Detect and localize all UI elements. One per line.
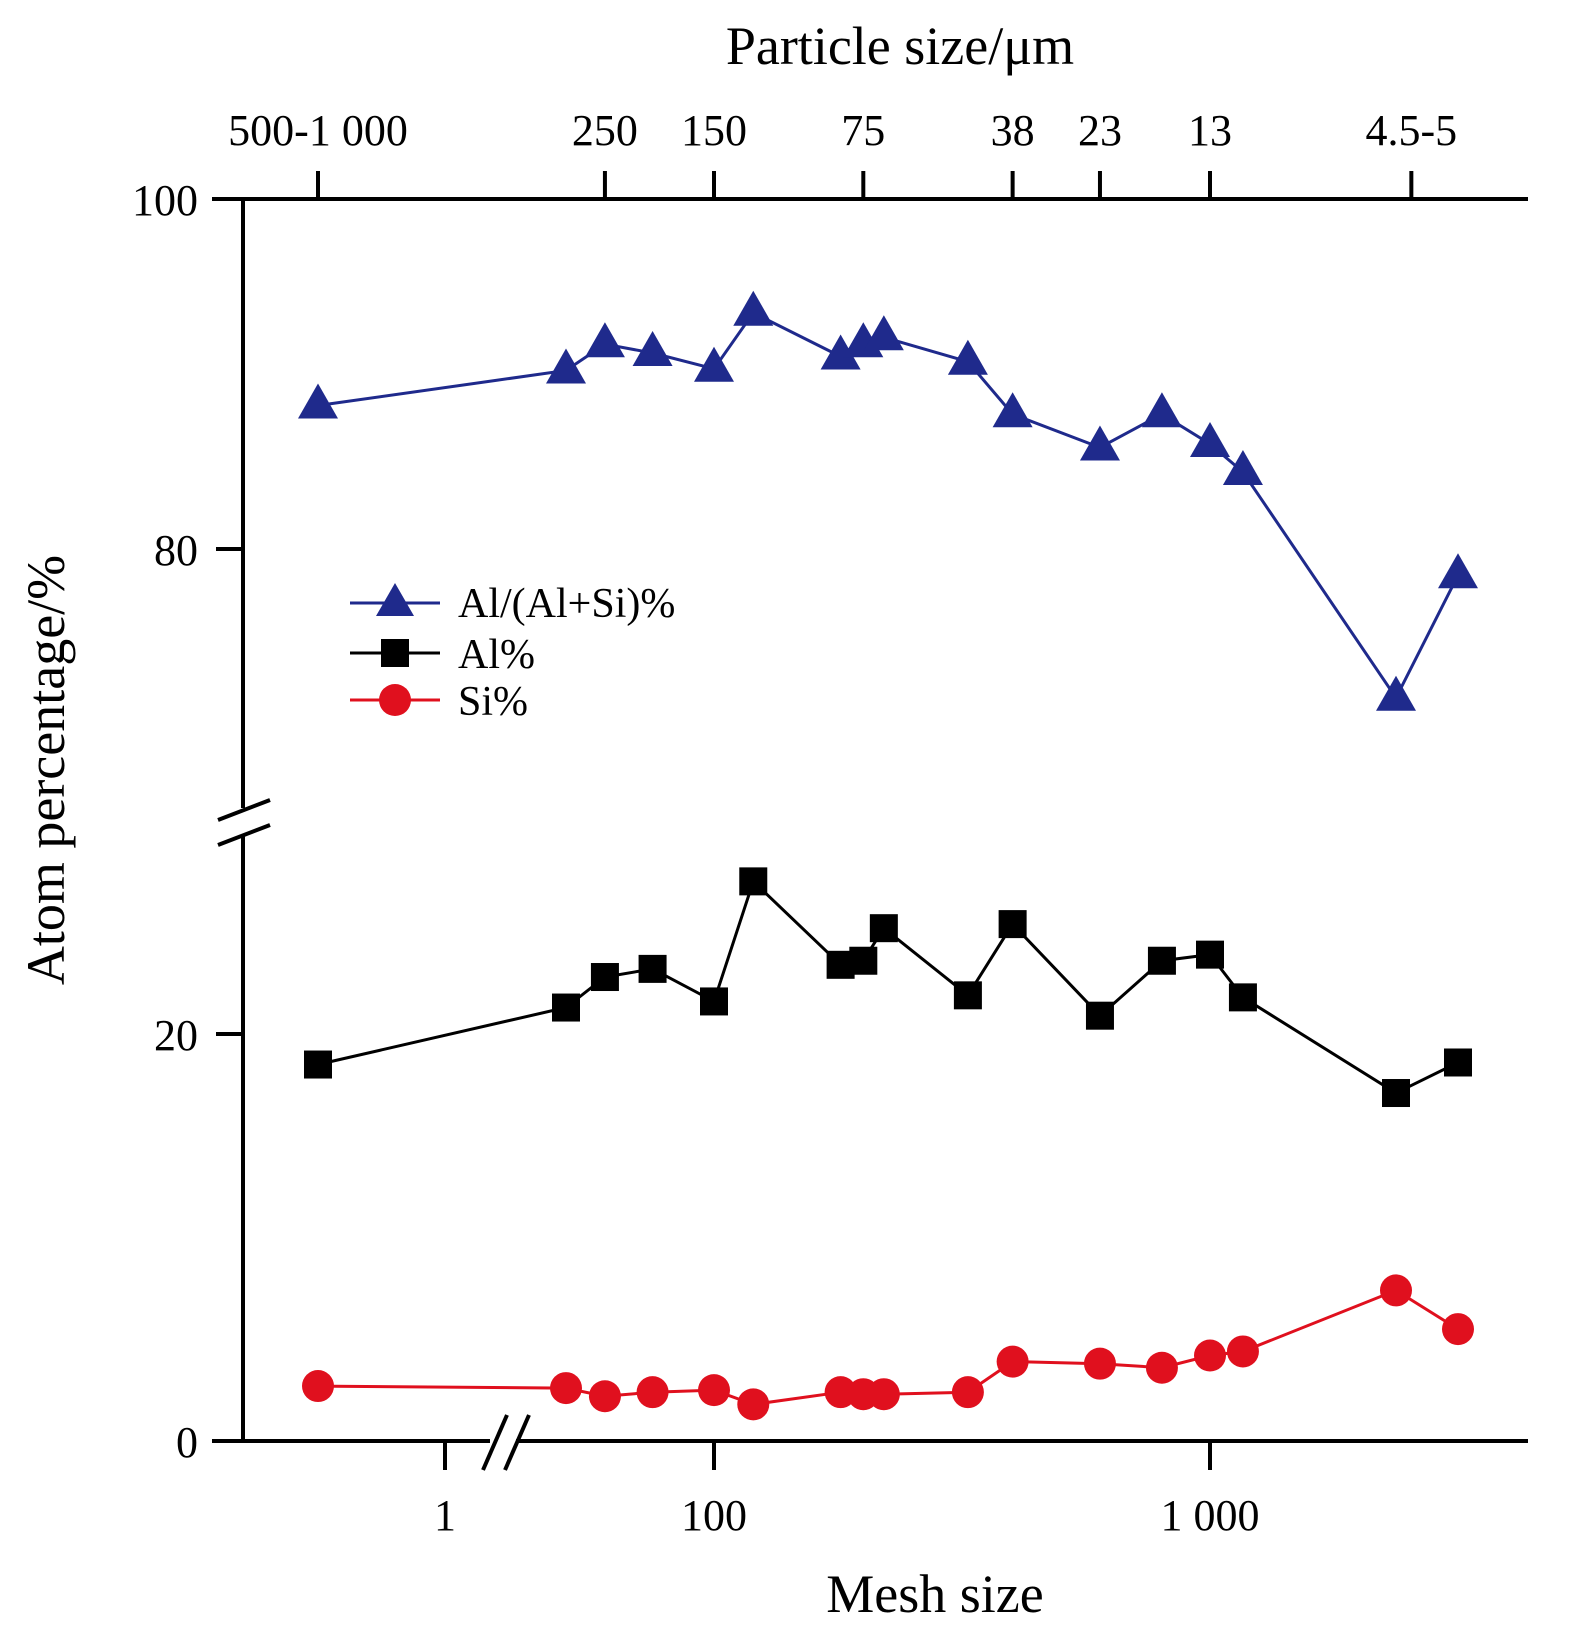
data-point-triangle [632,331,673,366]
data-point-square [1196,940,1224,969]
data-point-triangle [947,339,988,375]
data-point-square [638,954,667,983]
data-point-circle [1380,1274,1412,1307]
y-tick-label: 100 [132,176,198,225]
data-point-triangle [733,290,774,326]
x-break-mark-right [503,1414,531,1471]
data-point-triangle [584,322,625,358]
top-tick-label: 4.5-5 [1366,106,1458,155]
top-axis-title: Particle size/μm [726,16,1074,76]
data-point-circle [636,1376,669,1409]
y-tick-label: 0 [176,1418,198,1467]
y-break-mark-upper [217,798,271,822]
data-point-circle [550,1372,582,1405]
data-point-circle [737,1388,770,1421]
data-point-triangle [694,346,734,382]
top-tick-label: 38 [991,106,1035,155]
data-point-square [1147,946,1176,975]
circle-icon [379,684,411,716]
data-point-triangle [992,392,1033,428]
data-point-circle [698,1374,730,1407]
x-axis-ticks: 1 100 1 000 [434,1441,1260,1540]
x-tick-label: 100 [681,1491,747,1540]
x-tick-label: 1 000 [1161,1491,1260,1540]
top-tick-label: 150 [681,106,747,155]
data-point-square [304,1050,332,1079]
x-axis-title: Mesh size [826,1564,1043,1624]
data-point-triangle [298,383,338,419]
data-point-triangle [1376,675,1416,711]
series-layer [298,290,1478,1421]
data-point-triangle [546,348,586,384]
y-axis-ticks: 0 20 80 100 [132,176,243,1467]
top-tick-label: 23 [1078,106,1122,155]
data-point-square [590,963,619,992]
top-tick-label: 13 [1188,106,1232,155]
data-point-circle [951,1376,984,1409]
data-point-circle [302,1370,334,1403]
data-point-square [552,993,580,1022]
legend-item-ratio: Al/(Al+Si)% [350,581,675,627]
y-break-mark-lower [217,823,271,847]
data-point-square [1382,1079,1410,1108]
data-point-circle [588,1380,621,1413]
series-si [302,1274,1474,1421]
legend-item-si: Si% [350,679,528,725]
legend-label-al: Al% [458,632,535,678]
data-point-triangle [1141,392,1182,428]
data-point-circle [1083,1347,1116,1380]
y-tick-label: 20 [154,1011,198,1060]
data-point-triangle [820,334,861,370]
series-al [304,867,1472,1108]
data-point-square [869,914,898,943]
data-point-circle [1442,1313,1474,1346]
data-point-circle [1226,1335,1259,1368]
top-tick-label: 250 [572,106,638,155]
data-point-circle [867,1378,900,1411]
data-point-square [849,946,878,975]
data-point-square [700,987,728,1016]
data-point-square [998,910,1027,939]
legend-item-al: Al% [350,632,535,678]
series-line-al [317,878,1459,1095]
legend-label-ratio: Al/(Al+Si)% [458,581,675,627]
top-axis-ticks: 500-1 000 250 150 75 38 23 13 4.5-5 [228,106,1457,199]
triangle-icon [376,583,414,616]
legend: Al/(Al+Si)% Al% Si% [350,581,675,725]
top-tick-label: 75 [841,106,885,155]
y-tick-label: 80 [154,526,198,575]
data-point-square [1085,1001,1114,1030]
legend-label-si: Si% [458,679,528,725]
data-point-square [953,981,982,1010]
data-point-triangle [1222,450,1263,485]
data-point-square [1444,1048,1472,1077]
x-break-mark-left [481,1414,509,1471]
y-axis-title: Atom percentage/% [16,555,76,985]
data-point-triangle [1079,425,1120,461]
x-tick-label: 1 [434,1491,456,1540]
data-point-triangle [1438,553,1478,589]
data-point-square [1228,983,1257,1012]
data-point-circle [1194,1339,1226,1372]
top-tick-label: 500-1 000 [228,106,408,155]
data-point-square [739,867,768,896]
data-point-triangle [1190,422,1230,457]
series-ratio [298,290,1478,711]
data-point-circle [1145,1351,1178,1384]
square-icon [381,639,409,667]
data-point-triangle [863,315,904,351]
data-point-circle [996,1345,1029,1378]
